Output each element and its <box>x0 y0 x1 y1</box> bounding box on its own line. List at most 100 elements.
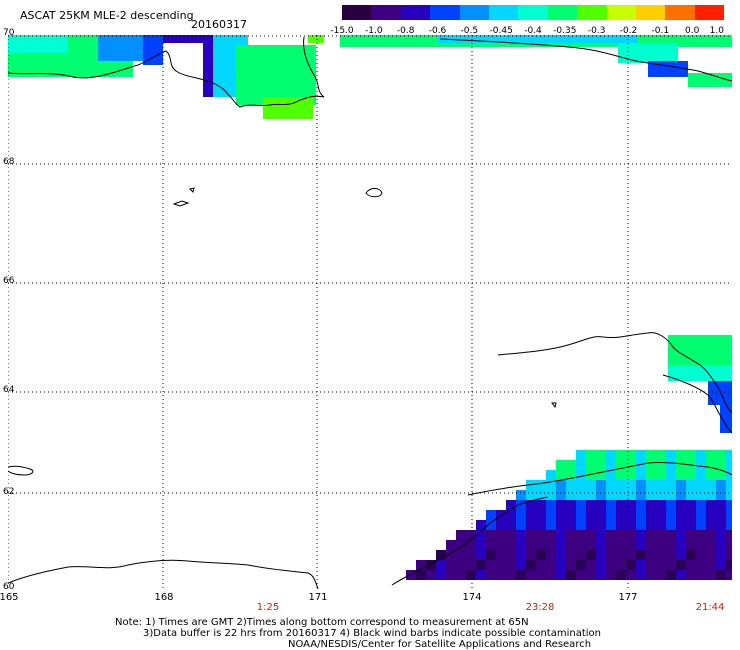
lat-label-64: 64 <box>3 385 15 395</box>
data-cell <box>656 460 666 470</box>
data-cell <box>596 480 606 490</box>
data-cell <box>516 550 526 560</box>
product-date: 20160317 <box>191 18 247 31</box>
data-cell <box>596 510 606 520</box>
data-cell <box>566 480 576 490</box>
data-cell <box>726 540 732 550</box>
data-cell <box>596 490 606 500</box>
data-cell <box>236 45 316 105</box>
data-cell <box>556 480 566 490</box>
data-cell <box>496 550 506 560</box>
data-cell <box>696 570 706 580</box>
data-cell <box>646 480 656 490</box>
data-cell <box>516 490 526 500</box>
data-cell <box>646 500 656 510</box>
data-cell <box>486 560 496 570</box>
data-cell <box>566 560 576 570</box>
data-cell <box>646 560 656 570</box>
data-cell <box>576 530 586 540</box>
lat-label-62: 62 <box>3 487 15 497</box>
data-cell <box>616 560 626 570</box>
data-cell <box>606 510 616 520</box>
data-cell <box>576 460 586 470</box>
data-cell <box>716 560 726 570</box>
data-cell <box>576 550 586 560</box>
data-cell <box>476 550 486 560</box>
data-cell <box>706 560 716 570</box>
data-cell <box>626 520 636 530</box>
lat-label-70: 70 <box>3 28 15 38</box>
data-cell <box>616 540 626 550</box>
data-cell <box>606 540 616 550</box>
data-cell <box>646 490 656 500</box>
data-cell <box>696 460 706 470</box>
data-cell <box>163 35 208 43</box>
data-cell <box>706 540 716 550</box>
lon-label-174: 174 <box>462 592 482 603</box>
data-cell <box>456 530 466 540</box>
time-label-3: 21:44 <box>695 602 725 613</box>
map-canvas <box>8 35 732 589</box>
data-cell <box>536 490 546 500</box>
data-cell <box>636 490 646 500</box>
island-1 <box>172 200 190 207</box>
data-cell <box>606 460 616 470</box>
data-cell <box>656 560 666 570</box>
data-cell <box>566 570 576 580</box>
data-cell <box>566 520 576 530</box>
data-cell <box>506 520 516 530</box>
data-cell <box>586 480 596 490</box>
data-cell <box>626 540 636 550</box>
data-cell <box>696 500 706 510</box>
st-lawrence-island <box>8 465 34 476</box>
data-cell <box>203 35 213 97</box>
data-cell <box>636 540 646 550</box>
data-cell <box>143 35 163 65</box>
data-cell <box>606 500 616 510</box>
data-cell <box>536 570 546 580</box>
data-cell <box>656 510 666 520</box>
data-cell <box>446 560 456 570</box>
colorbar-swatch <box>371 5 401 20</box>
data-cell <box>676 540 686 550</box>
data-cell <box>616 510 626 520</box>
data-cell <box>676 460 686 470</box>
colorbar-label: -15.0 <box>330 26 354 36</box>
data-cell <box>616 530 626 540</box>
data-cell <box>556 550 566 560</box>
colorbar-label: 0.0 <box>684 26 700 36</box>
data-cell <box>656 550 666 560</box>
data-cell <box>566 550 576 560</box>
data-cell <box>586 560 596 570</box>
data-cell <box>496 530 506 540</box>
data-cell <box>706 570 716 580</box>
data-cell <box>526 490 536 500</box>
data-cell <box>546 570 556 580</box>
data-cell <box>636 460 646 470</box>
data-cell <box>666 540 676 550</box>
data-cell <box>556 460 566 470</box>
colorbar-swatch <box>488 5 519 20</box>
data-cell <box>706 470 716 480</box>
data-cell <box>626 480 636 490</box>
data-cell <box>526 530 536 540</box>
data-cell <box>556 500 566 510</box>
colorbar-swatch <box>430 5 460 20</box>
data-cell <box>466 550 476 560</box>
data-cell <box>616 470 626 480</box>
data-cell <box>586 500 596 510</box>
data-cell <box>646 520 656 530</box>
data-cell <box>726 570 732 580</box>
wind-data-cells <box>8 35 732 580</box>
data-cell <box>546 510 556 520</box>
data-cell <box>676 560 686 570</box>
data-cell <box>716 540 726 550</box>
data-cell <box>626 460 636 470</box>
data-cell <box>626 550 636 560</box>
colorbar-swatch <box>400 5 431 20</box>
data-cell <box>636 500 646 510</box>
data-cell <box>556 530 566 540</box>
data-cell <box>526 550 536 560</box>
data-cell <box>696 470 706 480</box>
data-cell <box>686 510 696 520</box>
